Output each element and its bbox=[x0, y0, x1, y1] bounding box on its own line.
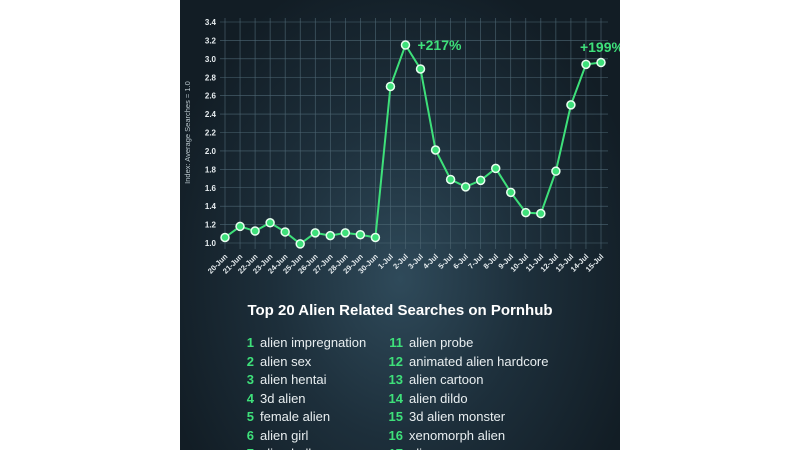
data-point bbox=[325, 230, 336, 241]
list-item: 6 alien girl bbox=[240, 428, 366, 447]
search-term: alien pussy bbox=[409, 446, 474, 450]
list-column-2: 11 alien probe 12 animated alien hardcore 13… bbox=[385, 335, 549, 450]
list-item: 16 xenomorph alien bbox=[385, 428, 548, 447]
list-item: 7 alien belly bbox=[240, 446, 366, 450]
list-item: 5 female alien bbox=[240, 409, 366, 428]
list-column-1: 1 alien impregnation 2 alien sex 3 alien hent… bbox=[240, 335, 366, 450]
rank-number: 1 bbox=[246, 335, 254, 350]
data-point bbox=[415, 64, 426, 74]
x-tick-label: 3-Jul bbox=[406, 252, 425, 271]
infographic-panel: 1.0 1.2 1.4 1.6 1.8 2.0 2.2 2.4 2.6 2.8 3.0 3.2 3.4 2… bbox=[180, 0, 620, 450]
rank-number: 11 bbox=[389, 335, 403, 350]
rank-number: 15 bbox=[388, 409, 403, 424]
rank-number: 3 bbox=[246, 372, 254, 387]
rank-number: 16 bbox=[388, 427, 403, 443]
x-tick-label: 6-Jul bbox=[451, 252, 470, 271]
data-point bbox=[235, 221, 245, 232]
x-tick-label: 2-Jul bbox=[391, 252, 410, 271]
data-point bbox=[295, 239, 305, 249]
y-tick-label: 3.0 bbox=[205, 55, 217, 64]
x-tick-label: 4-Jul bbox=[421, 252, 440, 271]
search-term: alien girl bbox=[260, 427, 309, 443]
data-point bbox=[475, 175, 486, 186]
search-term: alien sex bbox=[260, 353, 312, 369]
data-point bbox=[445, 174, 456, 185]
data-point bbox=[370, 232, 381, 243]
y-tick-label: 1.6 bbox=[205, 184, 217, 193]
search-term: alien dildo bbox=[409, 390, 468, 406]
data-point bbox=[265, 217, 275, 228]
y-tick-label: 1.8 bbox=[205, 165, 217, 174]
annotation-label: +199% bbox=[580, 39, 620, 55]
x-tick-label: 8-Jul bbox=[481, 252, 500, 271]
line-chart: 1.0 1.2 1.4 1.6 1.8 2.0 2.2 2.4 2.6 2.8 3.0 3.2 3.4 2… bbox=[183, 18, 620, 276]
rank-number: 17 bbox=[385, 446, 403, 450]
y-tick-label: 3.2 bbox=[205, 36, 217, 45]
data-point bbox=[340, 228, 351, 238]
data-point bbox=[430, 145, 441, 155]
search-term: 3d alien bbox=[260, 390, 306, 406]
data-point bbox=[460, 182, 471, 192]
x-tick-label: 7-Jul bbox=[466, 252, 485, 271]
search-term: female alien bbox=[260, 409, 331, 424]
search-term: alien cartoon bbox=[409, 372, 484, 387]
list-item: 12 animated alien hardcore bbox=[385, 353, 549, 373]
rank-number: 2 bbox=[246, 353, 254, 369]
list-item: 4 3d alien bbox=[240, 391, 366, 410]
list-item: 11 alien probe bbox=[385, 335, 548, 354]
y-tick-label: 3.4 bbox=[205, 18, 217, 27]
x-tick-label: 5-Jul bbox=[436, 252, 455, 271]
annotation-label: +217% bbox=[417, 37, 462, 53]
list-item: 13 alien cartoon bbox=[385, 372, 548, 391]
rank-number: 13 bbox=[388, 372, 403, 387]
search-term: alien hentai bbox=[260, 372, 327, 387]
rank-number: 14 bbox=[388, 390, 403, 406]
rank-number: 12 bbox=[388, 353, 403, 369]
search-term: alien impregnation bbox=[260, 335, 367, 350]
search-term: alien probe bbox=[409, 335, 474, 350]
data-point bbox=[596, 57, 606, 68]
data-point bbox=[566, 100, 576, 110]
list-title: Top 20 Alien Related Searches on Pornhub bbox=[247, 302, 553, 319]
list-item: 3 alien hentai bbox=[240, 372, 366, 391]
list-item: 14 alien dildo bbox=[385, 391, 548, 410]
data-point bbox=[220, 232, 230, 243]
data-point bbox=[355, 229, 366, 240]
search-term: alien belly bbox=[260, 446, 318, 450]
data-point bbox=[310, 228, 320, 238]
data-point bbox=[581, 59, 591, 70]
list-item: 1 alien impregnation bbox=[240, 335, 366, 354]
y-axis-label: Index: Average Searches = 1.0 bbox=[183, 81, 192, 184]
search-term: 3d alien monster bbox=[409, 409, 506, 424]
y-tick-label: 2.4 bbox=[205, 110, 217, 119]
y-tick-label: 2.6 bbox=[205, 92, 217, 101]
data-point bbox=[250, 226, 260, 236]
x-tick-label: 1-Jul bbox=[376, 252, 395, 271]
y-tick-label: 2.0 bbox=[205, 147, 217, 156]
data-point bbox=[521, 207, 531, 218]
y-tick-label: 2.8 bbox=[205, 73, 217, 82]
data-point bbox=[490, 163, 501, 174]
search-term: xenomorph alien bbox=[409, 427, 506, 443]
list-item: 2 alien sex bbox=[240, 354, 366, 373]
list-item: 15 3d alien monster bbox=[385, 409, 548, 428]
data-point bbox=[551, 166, 561, 176]
rank-number: 6 bbox=[246, 427, 254, 443]
y-tick-label: 1.0 bbox=[205, 239, 217, 248]
y-tick-label: 1.4 bbox=[205, 202, 217, 211]
y-tick-label: 1.2 bbox=[205, 221, 217, 230]
rank-number: 7 bbox=[240, 446, 254, 450]
data-point bbox=[506, 187, 516, 198]
data-point bbox=[536, 208, 546, 219]
rank-number: 5 bbox=[246, 409, 254, 424]
data-point bbox=[400, 40, 411, 50]
rank-number: 4 bbox=[246, 390, 254, 406]
list-item: 17 alien pussy bbox=[385, 446, 548, 450]
search-term: animated alien hardcore bbox=[409, 353, 549, 369]
data-point bbox=[280, 227, 290, 237]
data-point bbox=[385, 81, 396, 92]
y-tick-label: 2.2 bbox=[205, 129, 217, 138]
